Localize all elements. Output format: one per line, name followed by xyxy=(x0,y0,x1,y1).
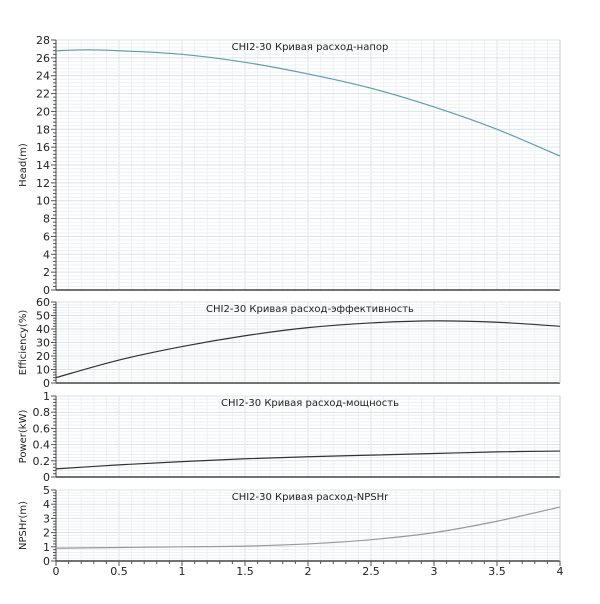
y-tick-label: 26 xyxy=(36,52,50,65)
y-tick-label: 4 xyxy=(43,498,50,511)
x-tick-label: 2.5 xyxy=(362,565,380,578)
y-tick-label: 16 xyxy=(36,141,50,154)
chart-title: CHI2-30 Кривая расход-NPSHr xyxy=(232,492,389,503)
y-tick-label: 0.4 xyxy=(33,439,51,452)
y-tick-label: 1 xyxy=(43,541,50,554)
x-tick-label: 3.5 xyxy=(488,565,506,578)
y-tick-label: 0.2 xyxy=(33,455,51,468)
x-tick-label: 1.5 xyxy=(236,565,254,578)
x-tick-label: 3 xyxy=(431,565,438,578)
y-tick-label: 6 xyxy=(43,230,50,243)
y-tick-label: 2 xyxy=(43,266,50,279)
y-tick-label: 24 xyxy=(36,70,50,83)
y-tick-label: 18 xyxy=(36,123,50,136)
y-tick-label: 30 xyxy=(36,337,50,350)
y-tick-label: 2 xyxy=(43,527,50,540)
y-tick-label: 1 xyxy=(43,390,50,403)
y-axis-label: NPSHr(m) xyxy=(18,501,29,550)
chart-title: CHI2-30 Кривая расход-эффективность xyxy=(206,304,414,315)
chart-title: CHI2-30 Кривая расход-напор xyxy=(232,42,389,53)
x-tick-label: 2 xyxy=(305,565,312,578)
y-tick-label: 28 xyxy=(36,34,50,47)
y-axis-label: Power(kW) xyxy=(18,410,29,464)
y-tick-label: 0 xyxy=(43,377,50,390)
x-tick-label: 4 xyxy=(557,565,564,578)
chart-title: CHI2-30 Кривая расход-мощность xyxy=(221,398,399,409)
y-tick-label: 0.6 xyxy=(33,422,51,435)
x-tick-label: 0 xyxy=(53,565,60,578)
y-axis-label: Head(m) xyxy=(18,143,29,187)
y-tick-label: 0 xyxy=(43,471,50,484)
y-tick-label: 50 xyxy=(36,310,50,323)
x-tick-label: 1 xyxy=(179,565,186,578)
y-tick-label: 14 xyxy=(36,159,50,172)
y-tick-label: 22 xyxy=(36,88,50,101)
y-tick-label: 3 xyxy=(43,512,50,525)
y-tick-label: 0 xyxy=(43,555,50,568)
y-tick-label: 20 xyxy=(36,105,50,118)
y-tick-label: 8 xyxy=(43,213,50,226)
x-tick-label: 0.5 xyxy=(110,565,128,578)
y-tick-label: 10 xyxy=(36,195,50,208)
panel-2: 0 0.2 0.4 0.6 0.8 1 CHI2-30 Кривая расход-мощн… xyxy=(18,390,560,484)
y-tick-label: 4 xyxy=(43,248,50,261)
y-tick-label: 20 xyxy=(36,350,50,363)
y-tick-label: 60 xyxy=(36,296,50,309)
y-tick-label: 0.8 xyxy=(33,406,51,419)
y-tick-label: 12 xyxy=(36,177,50,190)
y-tick-label: 40 xyxy=(36,323,50,336)
y-tick-label: 5 xyxy=(43,484,50,497)
y-tick-label: 10 xyxy=(36,364,50,377)
y-axis-label: Efficiency(%) xyxy=(18,310,29,376)
